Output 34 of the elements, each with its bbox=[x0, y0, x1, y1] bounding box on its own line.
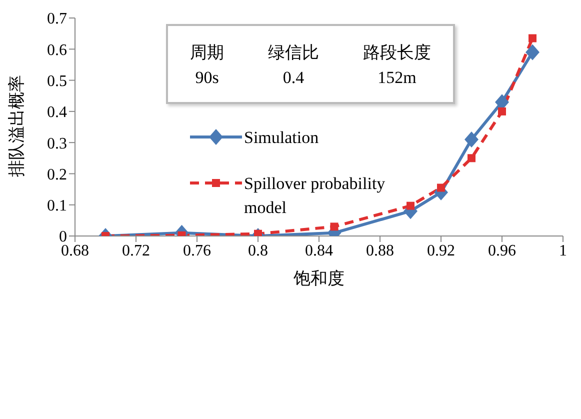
annotation: 路段长度 bbox=[363, 42, 431, 64]
annotation: 绿信比 bbox=[268, 42, 319, 64]
point bbox=[526, 44, 540, 60]
x-tick-label: 0.96 bbox=[488, 242, 516, 260]
x-tick-label: 0.88 bbox=[366, 242, 394, 260]
annotation: 152m bbox=[378, 68, 416, 88]
x-tick-label: 0.72 bbox=[122, 242, 150, 260]
point bbox=[528, 34, 536, 42]
x-tick-label: 0.92 bbox=[427, 242, 455, 260]
x-tick-label: 1 bbox=[559, 242, 567, 260]
x-tick-label: 0.84 bbox=[305, 242, 333, 260]
point bbox=[406, 202, 414, 210]
y-tick-label: 0.1 bbox=[47, 198, 67, 215]
x-axis-title: 饱和度 bbox=[292, 269, 344, 288]
annotation: 周期 bbox=[190, 42, 224, 64]
y-tick-label: 0.3 bbox=[47, 135, 67, 152]
y-axis-title: 排队溢出概率 bbox=[7, 75, 26, 177]
legend-label: Simulation bbox=[244, 127, 320, 149]
point bbox=[437, 184, 445, 192]
y-tick-label: 0.4 bbox=[47, 104, 67, 122]
y-tick-label: 0.6 bbox=[47, 42, 67, 59]
x-tick-label: 0.8 bbox=[248, 242, 268, 260]
y-tick-label: 0.5 bbox=[47, 72, 67, 90]
annotation: 0.4 bbox=[282, 68, 304, 88]
point bbox=[464, 131, 478, 148]
legend-label: Spillover probability model bbox=[244, 173, 386, 219]
point bbox=[498, 107, 506, 116]
point bbox=[468, 154, 476, 162]
y-tick-label: 0.2 bbox=[47, 166, 67, 184]
point bbox=[254, 230, 262, 236]
x-tick-label: 0.76 bbox=[183, 242, 211, 260]
annotation: 90s bbox=[195, 68, 219, 88]
point bbox=[330, 222, 338, 231]
y-tick-label: 0.7 bbox=[47, 10, 67, 28]
